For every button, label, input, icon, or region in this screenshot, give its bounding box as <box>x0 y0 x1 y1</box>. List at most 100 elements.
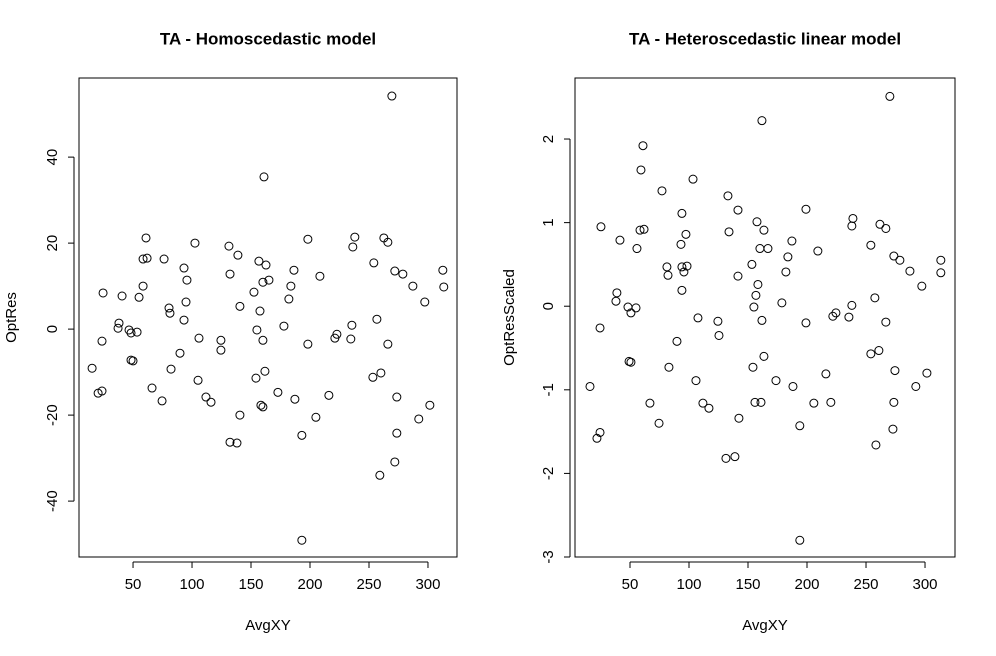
data-point <box>414 414 424 424</box>
data-point <box>350 232 360 242</box>
data-point <box>425 400 435 410</box>
data-point <box>235 410 245 420</box>
x-tick-label: 300 <box>913 576 938 593</box>
data-point <box>751 290 761 300</box>
data-point <box>260 366 270 376</box>
y-tick-label: 2 <box>540 135 557 143</box>
data-point <box>297 430 307 440</box>
data-point <box>888 424 898 434</box>
data-point <box>757 116 767 126</box>
data-point <box>179 315 189 325</box>
data-point <box>734 413 744 423</box>
data-point <box>251 373 261 383</box>
data-point <box>809 398 819 408</box>
y-axis-label: OptResScaled <box>501 269 518 366</box>
data-point <box>142 253 152 263</box>
data-point <box>795 535 805 545</box>
data-point <box>936 268 946 278</box>
data-point <box>889 251 899 261</box>
data-point <box>847 300 857 310</box>
data-point <box>704 403 714 413</box>
data-point <box>348 242 358 252</box>
data-point <box>831 308 841 318</box>
data-point <box>284 294 294 304</box>
data-point <box>286 281 296 291</box>
data-point <box>682 261 692 271</box>
data-point <box>303 234 313 244</box>
data-point <box>759 351 769 361</box>
data-point <box>190 238 200 248</box>
y-axis-label: OptRes <box>3 292 20 343</box>
x-tick-label: 300 <box>415 576 440 593</box>
data-point <box>258 277 268 287</box>
data-point <box>408 281 418 291</box>
data-point <box>662 262 672 272</box>
x-axis-label: AvgXY <box>245 617 291 634</box>
y-tick-label: -20 <box>44 404 61 426</box>
data-point <box>889 397 899 407</box>
data-point <box>626 357 636 367</box>
data-point <box>392 392 402 402</box>
data-point <box>905 266 915 276</box>
data-point <box>201 392 211 402</box>
data-point <box>332 329 342 339</box>
y-tick-label: 0 <box>540 302 557 310</box>
data-point <box>688 174 698 184</box>
data-point <box>383 339 393 349</box>
data-point <box>645 398 655 408</box>
data-point <box>311 412 321 422</box>
x-tick-label: 50 <box>622 576 639 593</box>
data-point <box>97 336 107 346</box>
data-point <box>375 470 385 480</box>
data-point <box>138 281 148 291</box>
y-tick-label: -1 <box>540 383 557 396</box>
data-point <box>369 258 379 268</box>
data-point <box>134 292 144 302</box>
data-point <box>757 315 767 325</box>
data-point <box>98 288 108 298</box>
data-point <box>420 297 430 307</box>
data-point <box>290 394 300 404</box>
data-point <box>657 186 667 196</box>
data-point <box>225 437 235 447</box>
data-point <box>636 165 646 175</box>
data-point <box>866 240 876 250</box>
data-point <box>258 335 268 345</box>
data-point <box>181 297 191 307</box>
data-point <box>324 390 334 400</box>
data-point <box>232 438 242 448</box>
data-point <box>881 317 891 327</box>
x-tick-label: 150 <box>735 576 760 593</box>
data-point <box>895 255 905 265</box>
data-point <box>723 191 733 201</box>
data-point <box>387 91 397 101</box>
data-point <box>289 265 299 275</box>
data-point <box>871 440 881 450</box>
data-point <box>677 262 687 272</box>
data-point <box>632 244 642 254</box>
data-point <box>801 204 811 214</box>
data-point <box>922 368 932 378</box>
data-point <box>279 321 289 331</box>
data-point <box>847 221 857 231</box>
data-point <box>233 250 243 260</box>
data-point <box>128 356 138 366</box>
data-point <box>182 275 192 285</box>
data-point <box>216 345 226 355</box>
data-point <box>763 244 773 254</box>
data-point <box>398 269 408 279</box>
y-tick-label: -40 <box>44 490 61 512</box>
data-point <box>885 91 895 101</box>
data-point <box>615 235 625 245</box>
data-point <box>679 267 689 277</box>
data-point <box>255 306 265 316</box>
data-point <box>693 313 703 323</box>
data-point <box>698 398 708 408</box>
chart-title: TA - Heteroscedastic linear model <box>629 29 901 48</box>
data-point <box>347 320 357 330</box>
data-point <box>730 452 740 462</box>
data-point <box>612 288 622 298</box>
data-point <box>165 308 175 318</box>
data-point <box>179 263 189 273</box>
